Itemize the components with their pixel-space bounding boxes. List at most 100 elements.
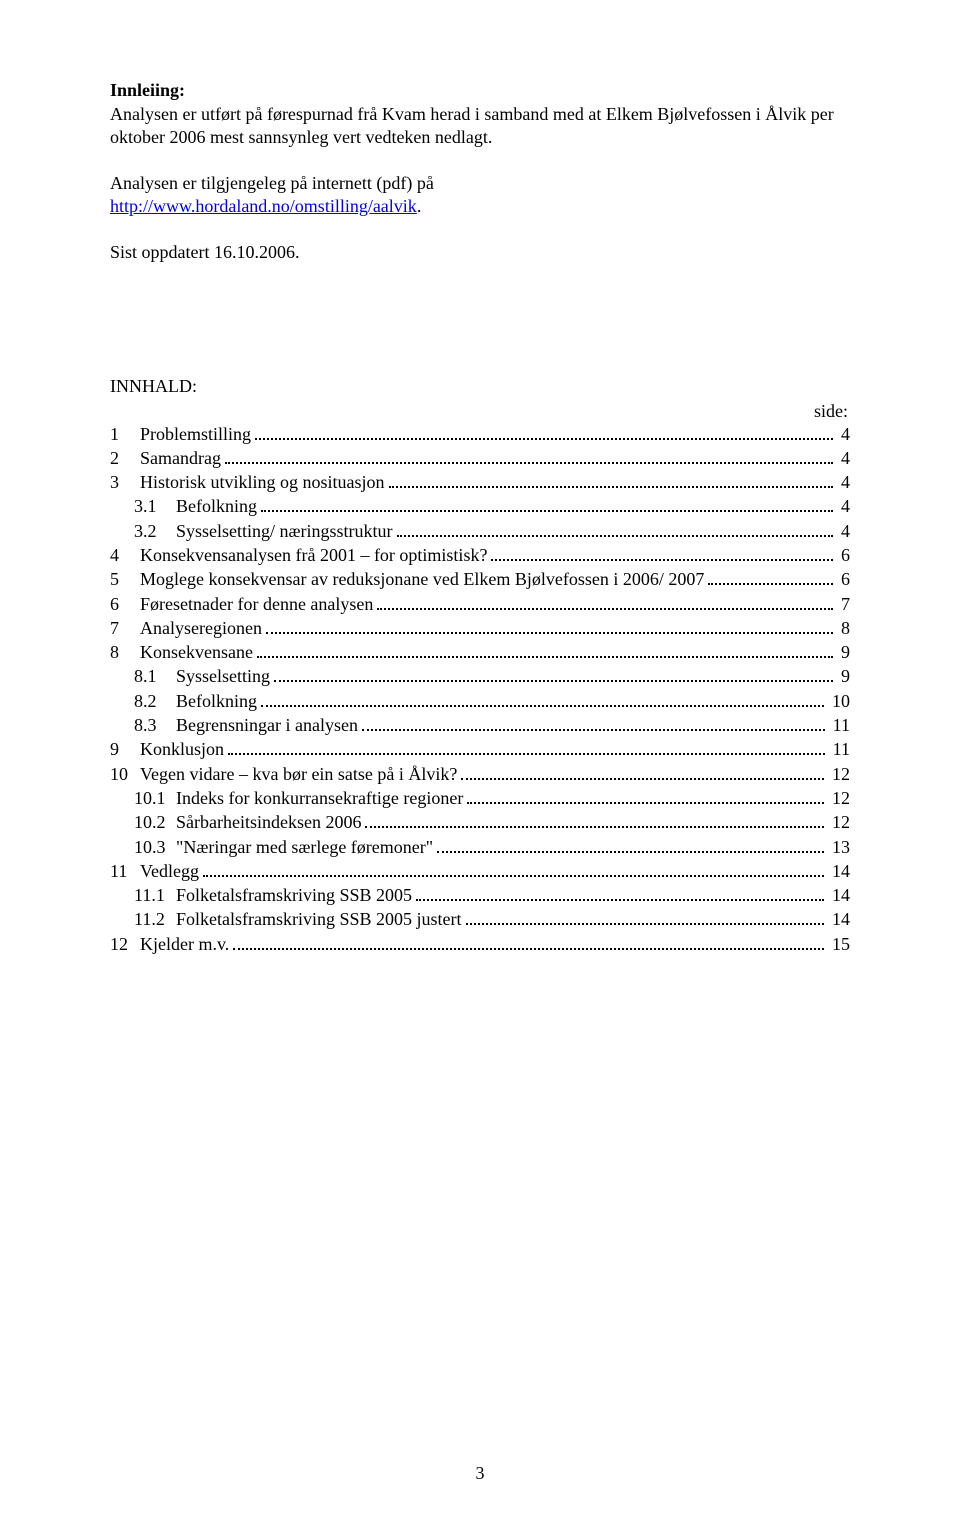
toc-row[interactable]: 11.2Folketalsframskriving SSB 2005 juste… [110,907,850,931]
toc-entry-title: Konsekvensanalysen frå 2001 – for optimi… [140,543,487,567]
intro-p2: Analysen er tilgjengeleg på internett (p… [110,172,850,217]
toc-entry-page: 14 [828,859,850,883]
toc-entry-number: 8.1 [110,664,176,688]
toc-dot-leader [255,423,833,439]
intro-link-suffix: . [417,196,422,216]
toc-entry-title: Kjelder m.v. [140,932,229,956]
toc-row[interactable]: 10.3"Næringar med særlege føremoner"13 [110,835,850,859]
toc-row[interactable]: 9Konklusjon 11 [110,737,850,761]
toc-dot-leader [467,788,824,804]
toc-entry-page: 11 [829,713,850,737]
toc-entry-page: 14 [828,907,850,931]
toc-dot-leader [377,593,833,609]
toc-dot-leader [261,691,824,707]
toc-row[interactable]: 3Historisk utvikling og nosituasjon4 [110,470,850,494]
toc-entry-title: Vegen vidare – kva bør ein satse på i Ål… [140,762,457,786]
toc-entry-page: 12 [828,786,850,810]
toc-entry-page: 7 [837,592,850,616]
intro-link[interactable]: http://www.hordaland.no/omstilling/aalvi… [110,196,417,216]
toc-row[interactable]: 12Kjelder m.v.15 [110,932,850,956]
toc-heading: INNHALD: [110,376,850,397]
toc-dot-leader [416,885,824,901]
toc-entry-title: Begrensningar i analysen [176,713,358,737]
toc-entry-number: 1 [110,422,140,446]
toc-entry-number: 10.2 [110,810,176,834]
toc-entry-page: 8 [837,616,850,640]
toc-dot-leader [274,666,833,682]
toc-entry-page: 11 [829,737,850,761]
toc-entry-title: Historisk utvikling og nosituasjon [140,470,385,494]
toc-dot-leader [225,448,833,464]
toc-entry-page: 4 [837,494,850,518]
toc-entry-number: 10.1 [110,786,176,810]
toc-container: 1Problemstilling42Samandrag43Historisk u… [110,422,850,957]
page-number: 3 [0,1463,960,1484]
toc-dot-leader [266,618,833,634]
toc-row[interactable]: 3.1Befolkning4 [110,494,850,518]
toc-entry-page: 4 [837,470,850,494]
spacer [110,266,850,376]
toc-entry-title: Folketalsframskriving SSB 2005 justert [176,907,462,931]
toc-entry-title: Sysselsetting [176,664,270,688]
toc-entry-number: 7 [110,616,140,640]
toc-entry-title: Problemstilling [140,422,251,446]
toc-row[interactable]: 8.1Sysselsetting 9 [110,664,850,688]
toc-row[interactable]: 3.2Sysselsetting/ næringsstruktur4 [110,519,850,543]
toc-entry-number: 9 [110,737,140,761]
toc-entry-page: 10 [828,689,850,713]
toc-side-label: side: [110,401,850,422]
toc-entry-number: 8.3 [110,713,176,737]
toc-row[interactable]: 2Samandrag4 [110,446,850,470]
toc-row[interactable]: 4Konsekvensanalysen frå 2001 – for optim… [110,543,850,567]
toc-entry-number: 4 [110,543,140,567]
toc-entry-title: Folketalsframskriving SSB 2005 [176,883,412,907]
toc-row[interactable]: 10Vegen vidare – kva bør ein satse på i … [110,762,850,786]
toc-row[interactable]: 1Problemstilling 4 [110,422,850,446]
toc-row[interactable]: 8Konsekvensane9 [110,640,850,664]
toc-entry-page: 6 [837,567,850,591]
toc-entry-title: Sysselsetting/ næringsstruktur [176,519,393,543]
toc-row[interactable]: 10.1Indeks for konkurransekraftige regio… [110,786,850,810]
toc-entry-number: 11.1 [110,883,176,907]
toc-entry-title: Vedlegg [140,859,199,883]
toc-dot-leader [461,763,824,779]
toc-row[interactable]: 8.2Befolkning10 [110,689,850,713]
toc-entry-page: 4 [837,519,850,543]
toc-dot-leader [362,715,825,731]
toc-dot-leader [389,472,833,488]
toc-row[interactable]: 11Vedlegg 14 [110,859,850,883]
intro-heading-text: Innleiing [110,80,179,100]
toc-row[interactable]: 5Moglege konsekvensar av reduksjonane ve… [110,567,850,591]
toc-row[interactable]: 8.3Begrensningar i analysen 11 [110,713,850,737]
toc-entry-title: Befolkning [176,689,257,713]
toc-dot-leader [257,642,833,658]
toc-dot-leader [203,861,824,877]
toc-entry-page: 9 [837,664,850,688]
toc-entry-number: 11 [110,859,140,883]
toc-entry-number: 10.3 [110,835,176,859]
toc-dot-leader [466,909,825,925]
toc-dot-leader [228,739,825,755]
toc-entry-title: Indeks for konkurransekraftige regioner [176,786,463,810]
toc-entry-number: 10 [110,762,140,786]
toc-row[interactable]: 6Føresetnader for denne analysen7 [110,592,850,616]
toc-entry-page: 4 [837,422,850,446]
toc-dot-leader [397,521,833,537]
toc-entry-number: 8 [110,640,140,664]
toc-row[interactable]: 7Analyseregionen8 [110,616,850,640]
intro-heading: Innleiing: [110,80,850,101]
toc-dot-leader [437,836,824,852]
toc-entry-title: Befolkning [176,494,257,518]
toc-entry-title: Konklusjon [140,737,224,761]
spacer [110,150,850,172]
toc-entry-title: Føresetnader for denne analysen [140,592,373,616]
toc-entry-page: 12 [828,810,850,834]
toc-entry-page: 14 [828,883,850,907]
toc-row[interactable]: 10.2Sårbarheitsindeksen 2006 12 [110,810,850,834]
intro-p3: Sist oppdatert 16.10.2006. [110,241,850,264]
toc-dot-leader [491,545,833,561]
toc-row[interactable]: 11.1Folketalsframskriving SSB 2005 14 [110,883,850,907]
toc-entry-number: 12 [110,932,140,956]
toc-entry-title: Sårbarheitsindeksen 2006 [176,810,361,834]
toc-entry-number: 2 [110,446,140,470]
